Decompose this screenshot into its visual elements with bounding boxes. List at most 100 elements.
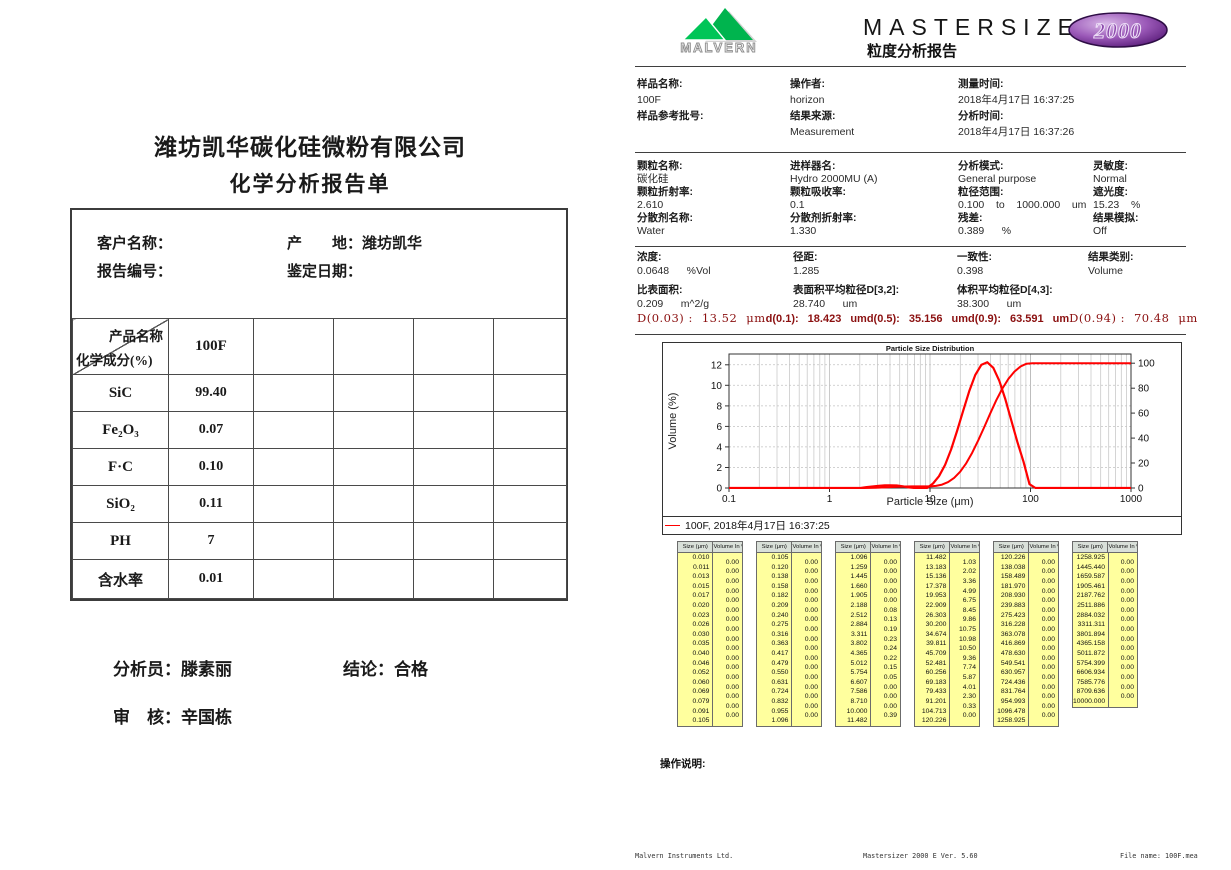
volume-value: 0.00 (1041, 645, 1055, 653)
particle-size-table: Size (μm)Volume In %11.482 13.183 15.13617… (914, 541, 980, 727)
component-value (253, 485, 334, 523)
origin-field: 产 地：潍坊凯华 (287, 236, 423, 252)
size-value: 0.832 (771, 697, 789, 705)
size-value: 3311.311 (1077, 621, 1105, 629)
volume-column: 0.00 0.00 0.00 0.00 0.00 0.00 0.00 0.00 0.00 0.00… (792, 553, 821, 726)
field-pair: 残差: 0.389 % (958, 212, 1093, 238)
size-value: 52.481 (925, 659, 947, 667)
component-value (253, 448, 334, 486)
component-value (493, 559, 567, 599)
size-value: 158.489 (1000, 573, 1026, 581)
field-value: 碳化硅 (637, 173, 669, 185)
volume-value: 0.00 (804, 712, 818, 720)
size-column: 1258.925 1445.440 1659.587 1905.461 2187.762… (1073, 553, 1109, 707)
field-value: Off (1093, 225, 1107, 237)
size-value: 1.259 (850, 563, 868, 571)
volume-value: 0.13 (883, 616, 897, 624)
volume-value: 0.33 (962, 702, 976, 710)
field-label: 样品参考批号: (637, 110, 704, 122)
svg-text:100: 100 (1138, 359, 1155, 370)
field-value: 28.740 um (793, 298, 858, 310)
volume-value: 0.08 (883, 606, 897, 614)
size-value: 0.120 (771, 563, 789, 571)
svg-text:1: 1 (827, 494, 833, 505)
mastersizer-2000-badge: 2000 (1067, 11, 1169, 52)
size-value: 0.011 (692, 563, 710, 571)
corner-label-composition: 化学成分(%) (76, 353, 153, 368)
size-value: 6606.934 (1076, 669, 1105, 677)
size-value: 5011.872 (1077, 649, 1105, 657)
volume-value: 0.00 (1120, 683, 1134, 691)
volume-value: 0.00 (725, 577, 739, 585)
field-label: 径距: (793, 251, 818, 263)
field-pair: 分析模式: General purpose (958, 160, 1093, 186)
size-value: 630.957 (1000, 669, 1026, 677)
volume-value: 10.98 (958, 635, 976, 643)
volume-value: 0.00 (804, 654, 818, 662)
volume-value: 0.00 (1120, 568, 1134, 576)
component-value (333, 411, 414, 449)
volume-value: 0.15 (883, 664, 897, 672)
volume-value: 0.00 (1120, 606, 1134, 614)
company-title: 潍坊凯华碳化硅微粉有限公司 (154, 135, 466, 160)
size-value: 0.955 (771, 707, 789, 715)
svg-text:2000: 2000 (1093, 18, 1142, 43)
component-value: 7 (168, 522, 254, 560)
report-title-cn: 粒度分析报告 (867, 43, 958, 60)
volume-value: 0.00 (725, 558, 739, 566)
volume-value: 0.00 (804, 558, 818, 566)
field-label: 测量时间: (958, 78, 1004, 90)
size-table-body: 0.010 0.011 0.013 0.015 0.017 0.020 0.023 0.026… (678, 553, 742, 726)
field-value: 1.330 (790, 225, 817, 237)
component-value (413, 374, 494, 412)
d-value-item: d(0.9): 63.591 um (968, 313, 1069, 325)
field-pair: 一致性: 0.398 (957, 250, 1088, 278)
field-label: 操作者: (790, 78, 825, 90)
footer-instrument-info: Mastersizer 2000 E Ver. 5.60 Serial Numb… (863, 852, 978, 860)
size-value: 478.630 (1000, 649, 1026, 657)
d-value-number: 18.423 (807, 313, 842, 325)
size-column: 0.010 0.011 0.013 0.015 0.017 0.020 0.023 0.026… (678, 553, 714, 726)
cumulative-curve (729, 362, 1131, 489)
field-pair: 浓度: 0.0648 %Vol (637, 250, 793, 278)
field-value: 1.285 (793, 265, 820, 277)
malvern-logo-icon: MALVERN (680, 8, 757, 55)
chart-legend: 100F, 2018年4月17日 16:37:25 (663, 516, 1181, 534)
volume-value: 0.00 (725, 597, 739, 605)
operation-note-label: 操作说明: (660, 758, 706, 770)
d-value-item: d(0.1): 18.423 um (766, 313, 867, 325)
size-table-header: Size (μm)Volume In % (836, 542, 900, 553)
field-pair: 表面积平均粒径D[3,2]: 28.740 um (793, 283, 957, 311)
grid-lines (729, 354, 1131, 488)
volume-value: 4.99 (962, 587, 976, 595)
report-body-box: 客户名称： 产 地：潍坊凯华 报告编号： 鉴定日期： 产品名称 化学成分(%) 10… (70, 208, 568, 601)
volume-value: 0.00 (1041, 664, 1055, 672)
svg-text:80: 80 (1138, 384, 1150, 395)
size-value: 831.764 (1000, 688, 1026, 696)
field-pair: 测量时间: 2018年4月17日 16:37:25 (958, 76, 1074, 108)
size-column-header: Size (μm) (1073, 542, 1109, 552)
component-value (413, 522, 494, 560)
particle-size-table: Size (μm)Volume In %1.096 1.259 1.4451.660… (835, 541, 901, 727)
volume-value: 0.00 (804, 664, 818, 672)
field-label: 分散剂名称: (637, 212, 693, 224)
field-pair: 分析时间: 2018年4月17日 16:37:26 (958, 108, 1074, 140)
d-percentile-row: D(0.03) :13.52 μm d(0.1): 18.423 um d(0.5): 35… (637, 311, 1197, 325)
field-label: 浓度: (637, 251, 662, 263)
particle-size-table: Size (μm)Volume In %0.010 0.011 0.0130.015… (677, 541, 743, 727)
volume-value: 0.00 (1041, 702, 1055, 710)
product-column-header (333, 318, 414, 375)
size-table-body: 1258.925 1445.440 1659.587 1905.461 2187.762… (1073, 553, 1137, 707)
volume-value: 0.00 (804, 606, 818, 614)
volume-value: 0.22 (883, 654, 897, 662)
size-table-header: Size (μm)Volume In % (915, 542, 979, 553)
volume-column-header: Volume In % (713, 544, 742, 550)
size-value: 1258.925 (997, 717, 1026, 725)
size-column: 11.482 13.183 15.136 17.378 19.953 22.909 26.3… (915, 553, 951, 726)
size-value: 2511.886 (1077, 601, 1105, 609)
volume-value: 0.00 (883, 702, 897, 710)
d-value-number: 13.52 (701, 311, 738, 325)
volume-value: 0.00 (1120, 625, 1134, 633)
svg-text:4: 4 (716, 442, 722, 453)
volume-value: 9.36 (962, 654, 976, 662)
